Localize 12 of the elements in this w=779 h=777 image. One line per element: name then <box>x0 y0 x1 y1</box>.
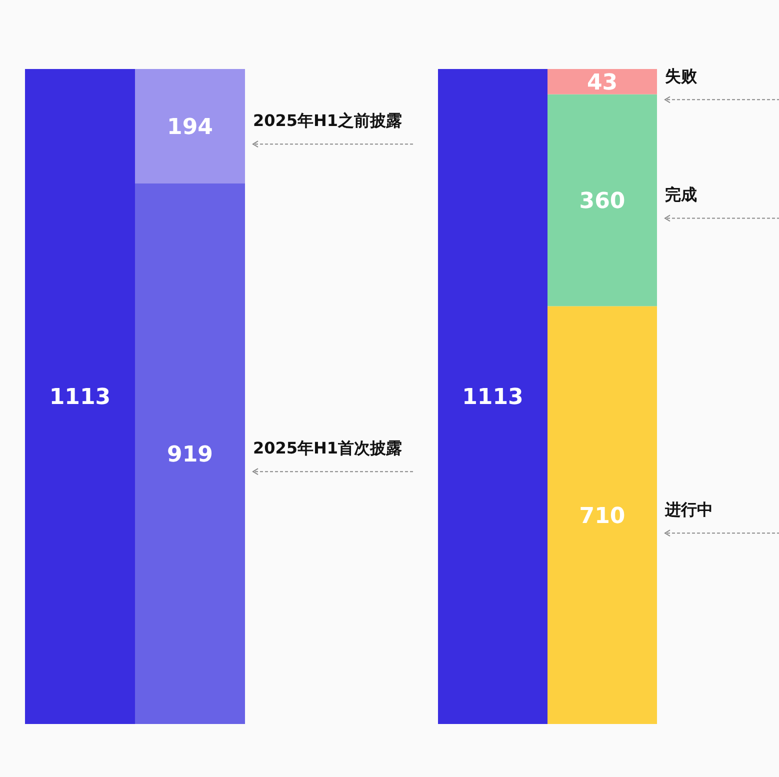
series-label: 2025年H1首次披露 <box>253 438 402 458</box>
series-label: 进行中 <box>664 500 713 520</box>
series-label: 失败 <box>665 66 698 86</box>
series-label: 2025年H1之前披露 <box>253 111 402 130</box>
data-label: 919 <box>167 442 213 468</box>
data-label: 360 <box>579 188 626 214</box>
data-label: 194 <box>167 114 213 140</box>
data-label: 1113 <box>462 385 524 410</box>
data-label: 1113 <box>49 385 111 410</box>
series-label: 完成 <box>665 185 697 204</box>
data-label: 43 <box>586 70 618 96</box>
data-label: 710 <box>579 504 626 529</box>
